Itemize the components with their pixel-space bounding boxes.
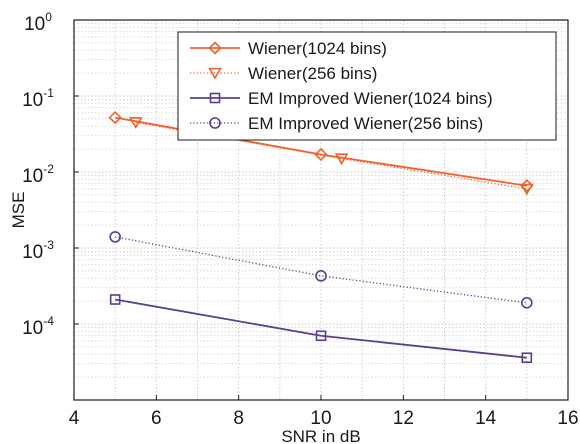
legend-entry: EM Improved Wiener(1024 bins)	[190, 89, 493, 108]
legend-marker	[209, 117, 221, 129]
legend-marker	[208, 67, 222, 80]
series-line	[115, 236, 527, 304]
data-point	[519, 183, 534, 196]
x-tick-label: 4	[69, 408, 80, 429]
legend-entry: Wiener(1024 bins)	[190, 39, 387, 58]
data-point	[521, 297, 533, 309]
legend-marker	[209, 92, 221, 104]
legend-entry: EM Improved Wiener(256 bins)	[190, 114, 483, 133]
x-tick-label: 8	[233, 408, 244, 429]
x-tick-label: 16	[557, 408, 578, 429]
data-point	[315, 330, 327, 342]
data-point	[315, 270, 327, 282]
ticks: 4 6 8 10 12 14 16 100 10-1 10-2 10-3 10-4	[22, 10, 578, 429]
x-tick-label: 10	[310, 408, 331, 429]
series-2	[128, 117, 534, 196]
y-tick-label: 10-1	[22, 86, 54, 111]
data-point	[521, 352, 533, 364]
data-point	[128, 117, 143, 129]
data-point	[314, 147, 328, 162]
y-tick-label: 10-2	[22, 162, 54, 187]
y-tick-label: 10-3	[22, 238, 54, 263]
legend: Wiener(1024 bins) Wiener(256 bins) EM Impr…	[177, 31, 557, 141]
x-axis-label: SNR in dB	[281, 427, 360, 444]
series-line	[135, 121, 527, 190]
legend-box	[177, 31, 557, 141]
legend-entry: Wiener(256 bins)	[190, 64, 377, 83]
series-line	[115, 298, 527, 359]
x-tick-label: 6	[151, 408, 162, 429]
data-point	[109, 294, 121, 305]
legend-label: Wiener(1024 bins)	[248, 39, 387, 58]
data-point	[334, 153, 349, 166]
y-axis-label: MSE	[9, 192, 28, 229]
legend-label: Wiener(256 bins)	[248, 64, 377, 83]
legend-label: EM Improved Wiener(1024 bins)	[248, 89, 493, 108]
series-4	[109, 231, 533, 309]
y-tick-label: 100	[24, 10, 52, 35]
data-point	[109, 231, 121, 243]
legend-label: EM Improved Wiener(256 bins)	[248, 114, 483, 133]
y-tick-label: 10-4	[22, 314, 54, 339]
legend-marker	[208, 41, 222, 55]
data-point	[108, 110, 122, 125]
x-tick-label: 14	[475, 408, 497, 429]
series-3	[109, 294, 533, 364]
x-tick-label: 12	[393, 408, 414, 429]
